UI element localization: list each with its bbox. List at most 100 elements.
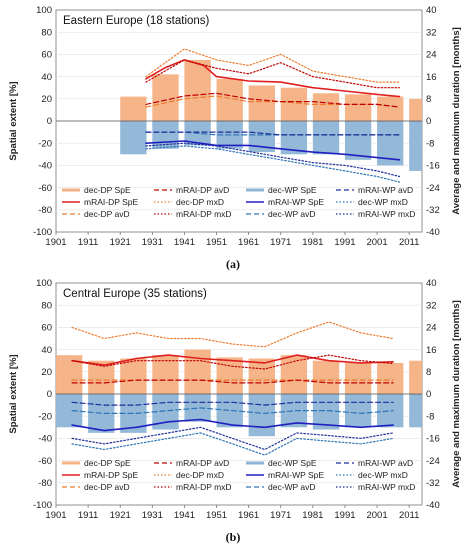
series-line [71,321,394,348]
chart-panel-0: -100-80-60-40-20020406080100-40-32-24-16… [8,5,462,271]
y-left-tick-label: -80 [38,205,52,216]
legend-label: dec-DP mxD [176,197,224,207]
legend-label: dec-WP mxD [358,197,408,207]
bar [409,360,422,394]
chart-title: Central Europe (35 stations) [63,288,207,300]
y-left-tick-label: 60 [41,50,52,61]
y-left-tick-label: 40 [41,345,52,356]
legend-label: mRAI-WP avD [358,458,413,468]
bar [152,74,179,121]
legend-label: mRAI-DP avD [176,458,229,468]
legend-label: mRAI-WP mxD [358,209,415,219]
bar [280,394,308,428]
bar [377,362,404,394]
legend-label: mRAI-WP mxD [358,482,415,492]
bar [409,121,422,171]
y-right-tick-label: 8 [426,94,431,105]
y-right-tick-label: 40 [426,5,437,16]
bar [120,121,147,155]
y-left-tick-label: 0 [47,389,52,400]
series-line [145,131,401,136]
y-right-tick-label: 16 [426,72,437,83]
y-right-tick-label: -16 [426,161,440,172]
y-right-axis-label: Average and maximum duration [months] [451,27,462,215]
y-right-tick-label: 8 [426,367,431,378]
series-line [145,145,401,183]
x-tick-label: 1931 [142,237,163,248]
y-left-tick-label: -60 [38,456,52,467]
x-tick-label: 1971 [270,237,291,248]
figure-caption: (a) [226,257,240,271]
bar [120,96,147,121]
x-tick-label: 1991 [334,510,355,521]
legend-label: mRAI-WP avD [358,185,413,195]
series-line [145,140,401,161]
legend-label: dec-DP avD [84,482,130,492]
y-right-tick-label: -8 [426,411,434,422]
series-line [145,142,401,178]
legend-label: dec-DP SpE [84,185,131,195]
x-tick-label: 1901 [45,237,66,248]
y-right-tick-label: -40 [426,500,440,511]
x-tick-label: 1941 [174,510,195,521]
bar [377,96,404,121]
y-left-tick-label: -100 [33,227,52,238]
legend-label: mRAI-DP SpE [84,470,138,480]
y-left-tick-label: -60 [38,183,52,194]
bar [280,87,308,121]
bar [377,394,404,428]
bar [312,121,340,155]
y-right-tick-label: -32 [426,205,440,216]
y-right-tick-label: -40 [426,227,440,238]
series-line [71,426,394,451]
chart-title: Eastern Europe (18 stations) [63,15,210,27]
legend-label: dec-WP avD [268,209,316,219]
y-left-tick-label: -100 [33,500,52,511]
legend-label: mRAI-WP SpE [268,197,324,207]
y-left-tick-label: 0 [47,116,52,127]
bar [248,358,275,394]
legend-label: mRAI-WP SpE [268,470,324,480]
y-left-tick-label: -40 [38,161,52,172]
bar [216,394,243,428]
y-right-tick-label: 40 [426,278,437,289]
x-tick-label: 1961 [238,510,259,521]
series-line [145,59,401,89]
y-left-tick-label: -80 [38,478,52,489]
legend-label: dec-DP SpE [84,458,131,468]
y-left-tick-label: 20 [41,94,52,105]
legend-label: dec-WP SpE [268,458,317,468]
series-line [71,379,394,384]
y-left-tick-label: -20 [38,411,52,422]
bar [56,394,83,428]
bar [216,78,243,121]
y-left-tick-label: 100 [36,278,52,289]
y-left-tick-label: 100 [36,5,52,16]
series-line [145,92,401,108]
x-tick-label: 1991 [334,237,355,248]
x-tick-label: 2001 [366,237,387,248]
bar [152,121,179,149]
bar [184,59,211,121]
y-left-tick-label: 60 [41,323,52,334]
series-line [145,59,401,98]
x-tick-label: 1971 [270,510,291,521]
legend-label: mRAI-DP avD [176,185,229,195]
y-right-tick-label: -32 [426,478,440,489]
chart-panel-1: -100-80-60-40-20020406080100-40-32-24-16… [8,278,462,544]
x-tick-label: 1981 [302,510,323,521]
series-line [71,418,394,432]
series-line [71,354,394,366]
legend-label: dec-DP avD [84,209,130,219]
bar [312,360,340,394]
legend-label: dec-WP SpE [268,185,317,195]
y-right-tick-label: 0 [426,389,431,400]
x-tick-label: 1921 [110,510,131,521]
y-left-tick-label: 40 [41,72,52,83]
x-tick-label: 1951 [206,510,227,521]
series-line [71,432,394,456]
y-right-tick-label: 24 [426,50,437,61]
x-tick-label: 1901 [45,510,66,521]
legend-label: dec-WP mxD [358,470,408,480]
